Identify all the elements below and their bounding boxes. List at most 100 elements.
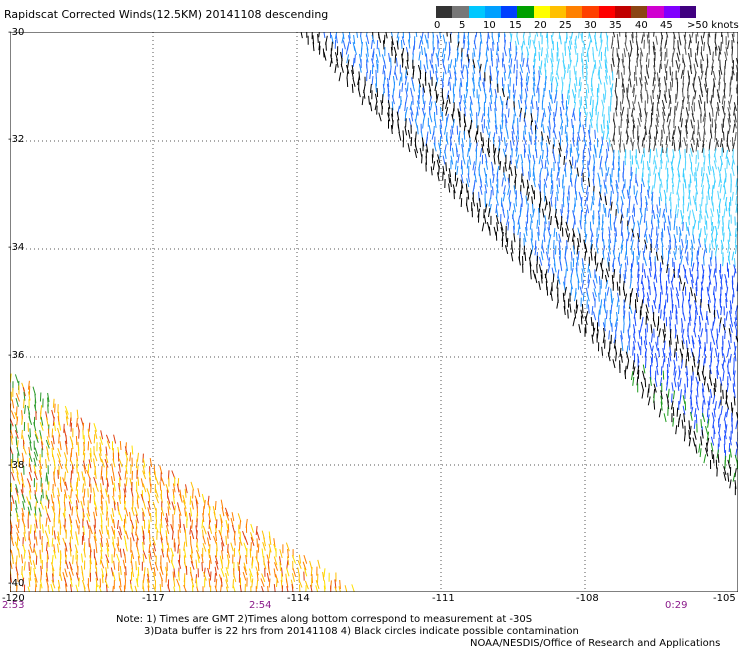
wind-barb [660,237,664,248]
wind-barb [238,541,241,551]
wind-barb [602,334,605,344]
wind-barb [660,47,662,57]
wind-barb [497,33,500,43]
wind-barb [695,201,698,212]
wind-barb [716,209,720,219]
wind-barb [589,136,592,146]
wind-barb [453,190,455,200]
wind-barb [469,95,473,105]
wind-barb [546,286,549,296]
wind-barb [729,323,733,333]
wind-barb [45,439,50,449]
wind-barb [28,556,33,565]
wind-barb [225,579,229,589]
wind-barb [633,309,636,319]
wind-barb [404,102,407,112]
wind-barb [653,155,656,165]
wind-barb [74,544,79,554]
wind-barb [673,268,676,278]
wind-barb [523,245,525,255]
wind-barb [310,584,313,592]
wind-barb [365,53,369,63]
wind-barb [203,571,207,581]
wind-barb [21,507,25,517]
wind-barb [541,131,544,141]
wind-barb [622,53,624,63]
wind-barb [632,119,636,129]
wind-barb [576,153,580,163]
wind-barb [451,125,454,135]
wind-barb [494,101,497,111]
wind-barb [110,514,114,524]
wind-barb [735,185,738,195]
wind-barb [724,273,728,283]
wind-barb [678,141,681,151]
wind-barb [530,113,533,123]
wind-barb [630,172,633,182]
wind-barb [721,95,724,105]
wind-barb [432,161,436,171]
wind-barb [455,143,458,153]
wind-barb [539,256,543,266]
wind-barb [286,585,289,592]
wind-barb [147,507,151,517]
wind-barb [655,148,658,158]
wind-barb [20,472,24,482]
wind-barb [720,32,723,37]
wind-barb [357,76,360,86]
legend-swatch [566,6,583,18]
wind-barb [561,82,564,92]
wind-barb [721,226,724,236]
wind-barb [166,548,169,558]
wind-barb [545,171,549,181]
wind-barb [10,417,14,427]
wind-barb [545,53,549,63]
wind-barb [39,436,44,445]
wind-barb [449,59,453,69]
wind-barb [666,263,669,273]
wind-barb [583,239,586,249]
wind-barb [33,451,38,461]
wind-barb [614,232,617,242]
wind-barb [214,523,217,533]
wind-barb [713,292,716,302]
wind-barb [668,88,671,98]
wind-barb [703,256,705,266]
wind-barb [261,548,264,558]
wind-barb [50,583,54,592]
wind-barb [735,420,738,430]
wind-barb [717,102,720,112]
wind-barb [14,374,19,384]
wind-barb [671,304,674,314]
wind-barb [517,125,519,135]
wind-barb [606,42,609,52]
wind-barb [417,95,420,105]
wind-barb [734,113,737,123]
wind-barb [704,243,708,253]
lat-label: -30 [8,27,25,38]
wind-barb [713,160,717,170]
wind-barb [376,60,378,70]
wind-barb [723,100,726,110]
wind-barb [709,257,712,267]
wind-barb [256,531,260,541]
wind-barb [375,83,377,93]
wind-barb [559,35,562,45]
wind-barb [565,268,567,278]
wind-barb [190,530,195,540]
wind-barb [89,453,92,463]
wind-barb [605,154,608,164]
wind-barb [124,580,126,590]
wind-barb [728,227,732,237]
wind-barb [449,136,452,146]
wind-barb [538,183,542,193]
wind-barb [711,59,715,69]
wind-barb [69,452,72,462]
wind-barb [221,550,224,560]
wind-barb [579,220,582,230]
wind-barb [493,226,497,236]
wind-barb [723,232,725,242]
wind-barb [587,84,590,94]
wind-barb [604,196,607,206]
wind-barb [581,183,585,193]
